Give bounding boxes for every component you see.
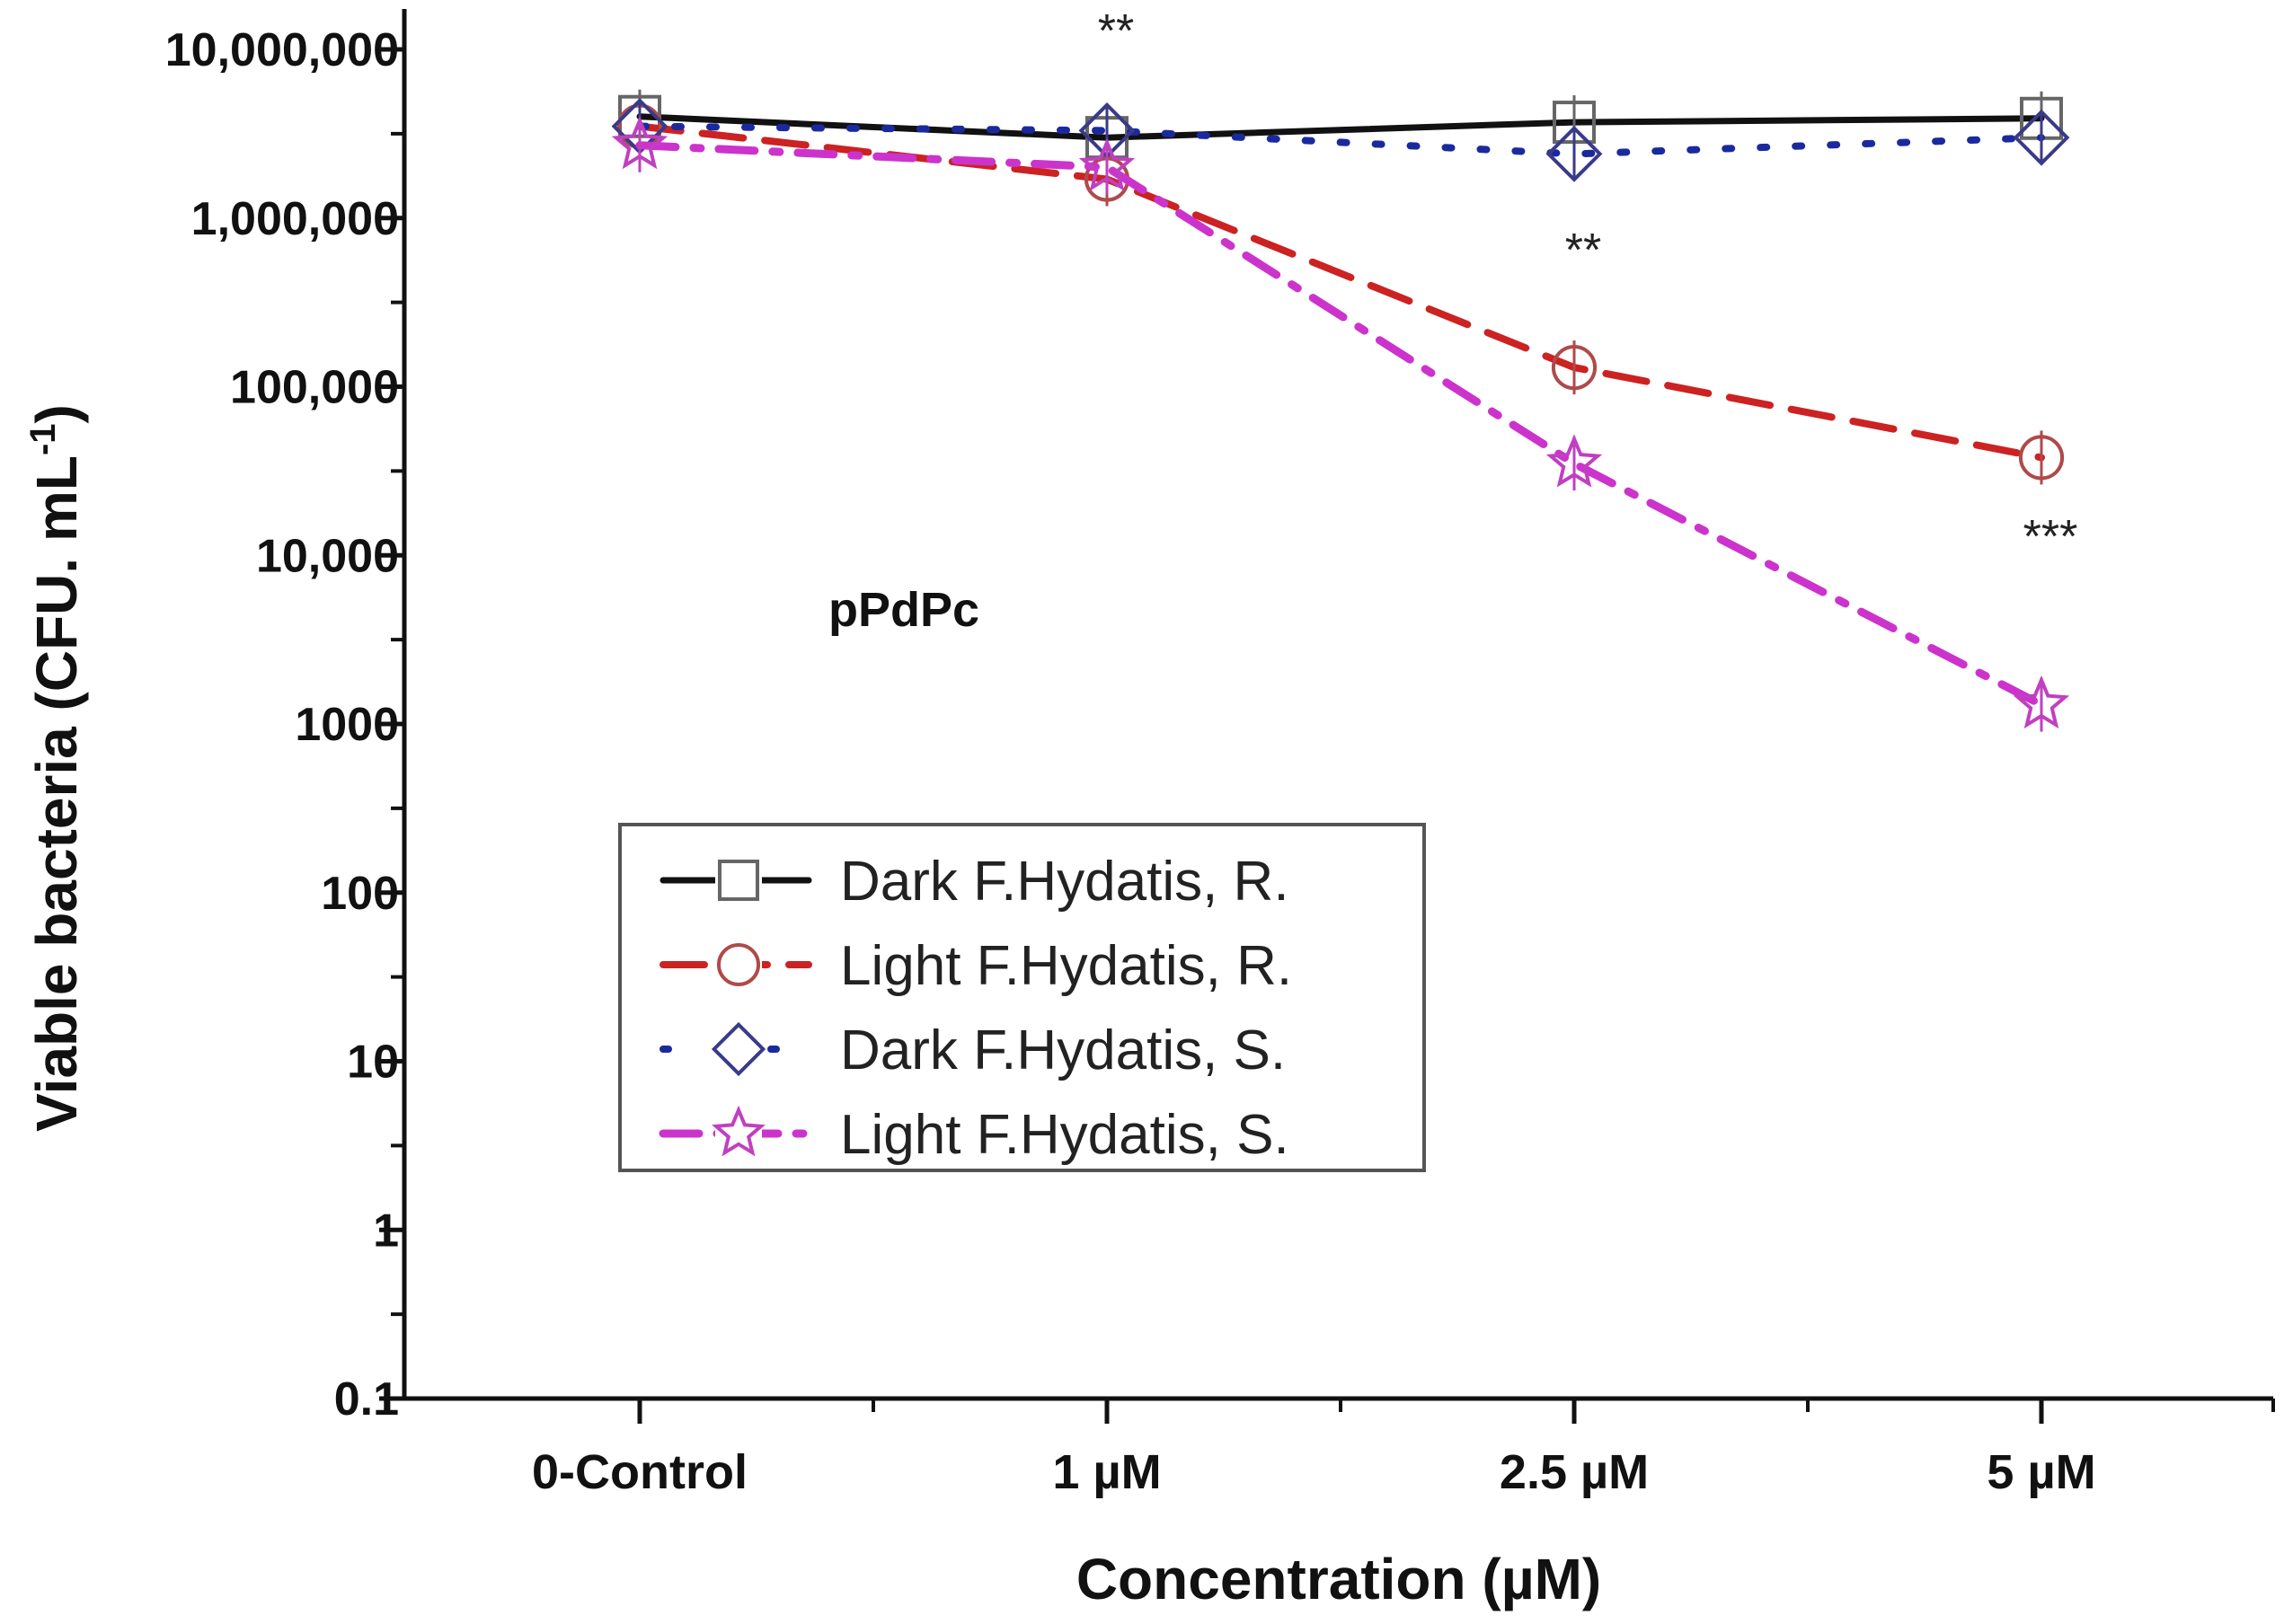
- x-tick-label: 2.5 µM: [1500, 1445, 1649, 1499]
- data-point: [1545, 434, 1603, 488]
- data-point: [2018, 435, 2065, 481]
- y-axis-title-text: Viable bacteria (CFU. mL: [24, 455, 89, 1132]
- legend-label: Light F.Hydatis, S.: [840, 1104, 1289, 1166]
- annotation-ppdpc: pPdPc: [828, 583, 979, 637]
- data-point: [1551, 345, 1598, 391]
- legend-entry: Dark F.Hydatis, R.: [660, 851, 1289, 913]
- y-axis-title-superscript: -1: [23, 423, 63, 455]
- series-line: [635, 141, 2046, 710]
- series-line: [636, 122, 2045, 158]
- significance-marker: **: [1098, 5, 1134, 57]
- y-tick-label: 100: [321, 868, 399, 920]
- annotations: pPdPc: [828, 583, 979, 637]
- tick-labels: 10,000,000 1,000,000 100,000 10,000 1000 100 1…: [165, 24, 2096, 1499]
- legend: Dark F.Hydatis, R. Light F.Hydatis, R. Dar…: [618, 823, 1426, 1172]
- y-tick-label: 10,000: [256, 530, 399, 582]
- series-line: [636, 122, 2045, 462]
- y-tick-label: 100,000: [230, 362, 399, 414]
- series-4: [611, 116, 2070, 732]
- legend-marker: [718, 860, 759, 901]
- legend-entry: Light F.Hydatis, R.: [660, 935, 1292, 997]
- x-tick-label: 0-Control: [532, 1445, 748, 1499]
- data-point: [611, 116, 668, 170]
- y-tick-label: 1: [373, 1205, 399, 1257]
- axes: [379, 9, 2275, 1424]
- legend-marker: [712, 1105, 766, 1157]
- y-axis-title-close: ): [24, 404, 89, 423]
- data-point: [1545, 125, 1603, 182]
- significance-marker: **: [1565, 225, 1601, 277]
- legend-marker: [711, 1021, 766, 1077]
- series-3: [611, 98, 2070, 182]
- series-line: [636, 113, 2045, 141]
- legend-label: Light F.Hydatis, R.: [840, 935, 1292, 997]
- legend-marker: [716, 942, 761, 987]
- legend-label: Dark F.Hydatis, S.: [840, 1019, 1286, 1081]
- data-point: [1078, 137, 1136, 191]
- legend-label: Dark F.Hydatis, R.: [840, 851, 1289, 913]
- y-tick-label: 1000: [295, 699, 399, 751]
- series-group: [611, 89, 2070, 732]
- y-tick-label: 1,000,000: [191, 193, 399, 245]
- significance-marker: ***: [2023, 511, 2078, 563]
- y-tick-label: 0.1: [334, 1373, 399, 1425]
- legend-entry: Dark F.Hydatis, S.: [660, 1019, 1286, 1081]
- x-tick-label: 5 µM: [1987, 1445, 2095, 1499]
- significance-markers: *******: [1098, 5, 2078, 563]
- x-axis-title: Concentration (µM): [1076, 1547, 1601, 1611]
- x-tick-label: 1 µM: [1052, 1445, 1161, 1499]
- legend-entry: Light F.Hydatis, S.: [659, 1104, 1289, 1166]
- y-tick-label: 10: [347, 1037, 399, 1089]
- y-axis-title: Viable bacteria (CFU. mL-1): [23, 404, 89, 1132]
- y-tick-label: 10,000,000: [165, 24, 399, 76]
- axis-titles: Concentration (µM) Viable bacteria (CFU.…: [23, 404, 1601, 1611]
- data-point: [2013, 675, 2070, 729]
- data-point: [2013, 109, 2070, 166]
